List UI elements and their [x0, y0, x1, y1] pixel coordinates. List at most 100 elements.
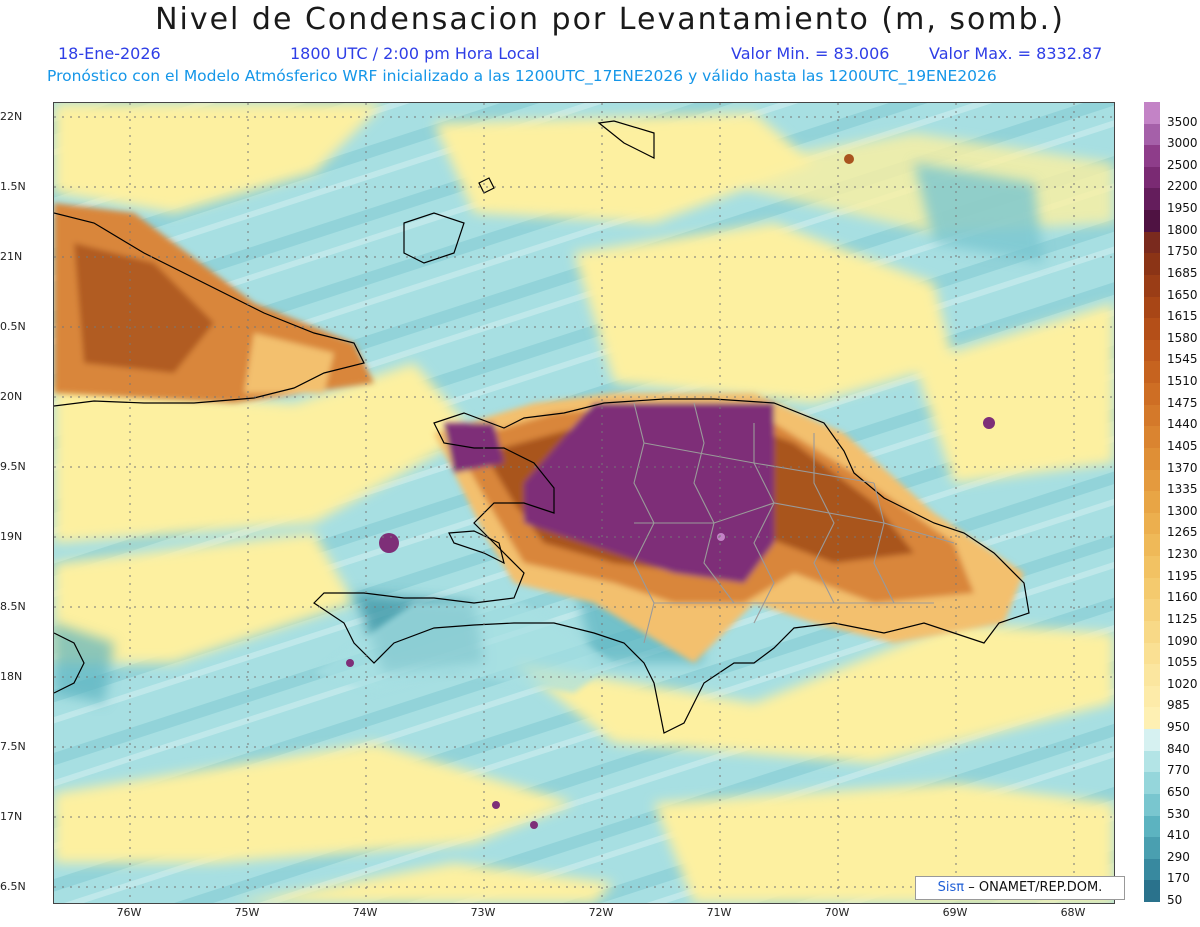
colorbar-label: 50 [1167, 893, 1183, 907]
colorbar-label: 1020 [1167, 676, 1198, 691]
colorbar-segment [1144, 534, 1160, 557]
max-value-label: Valor Max. = 8332.87 [929, 44, 1103, 63]
lon-label: 70W [824, 906, 850, 919]
colorbar-segment [1144, 599, 1160, 622]
min-value-label: Valor Min. = 83.006 [731, 44, 890, 63]
colorbar-segment [1144, 469, 1160, 492]
colorbar-label: 2500 [1167, 157, 1198, 172]
spot [346, 659, 354, 667]
graticule [54, 103, 1114, 903]
colorbar-label: 410 [1167, 828, 1190, 843]
colorbar-segment [1144, 880, 1160, 903]
colorbar-segment [1144, 426, 1160, 449]
colorbar-segment [1144, 512, 1160, 535]
colorbar-segment [1144, 210, 1160, 233]
colorbar-segment [1144, 231, 1160, 254]
spot [492, 801, 500, 809]
colorbar-segment [1144, 772, 1160, 795]
hispaniola-field [314, 393, 1024, 693]
colorbar-segment [1144, 123, 1160, 146]
colorbar-label: 1055 [1167, 655, 1198, 670]
lat-label: 18N [0, 670, 23, 683]
lon-label: 74W [352, 906, 378, 919]
colorbar-segment [1144, 166, 1160, 189]
lat-label: 19N [0, 530, 23, 543]
colorbar-label: 1265 [1167, 525, 1198, 540]
map-title: Nivel de Condensacion por Levantamiento … [155, 2, 1065, 37]
colorbar-label: 1440 [1167, 417, 1198, 432]
colorbar-label: 1950 [1167, 201, 1198, 216]
colorbar-segment [1144, 188, 1160, 211]
colorbar-segment [1144, 793, 1160, 816]
colorbar-segment [1144, 858, 1160, 881]
colorbar-segment [1144, 642, 1160, 665]
lon-label: 75W [234, 906, 260, 919]
lat-label: 20N [0, 390, 23, 403]
spot [379, 533, 399, 553]
cuba-field [54, 203, 374, 403]
colorbar-label: 985 [1167, 698, 1190, 713]
coastlines [54, 120, 1030, 734]
lat-label: 1.5N [0, 180, 26, 193]
colorbar-label: 950 [1167, 720, 1190, 735]
colorbar-segment [1144, 685, 1160, 708]
colorbar-label: 840 [1167, 741, 1190, 756]
colorbar-label: 1580 [1167, 330, 1198, 345]
lat-label: 21N [0, 250, 23, 263]
colorbar-label: 1615 [1167, 309, 1198, 324]
colorbar-segment [1144, 556, 1160, 579]
lon-label: 72W [588, 906, 614, 919]
colorbar-segment [1144, 361, 1160, 384]
colorbar-segment [1144, 750, 1160, 773]
lat-label: 7.5N [0, 740, 26, 753]
province-borders [633, 402, 955, 644]
colorbar-segment [1144, 296, 1160, 319]
colorbar-segment [1144, 145, 1160, 168]
colorbar-label: 2200 [1167, 179, 1198, 194]
colorbar-label: 1160 [1167, 590, 1198, 605]
colorbar-label: 1545 [1167, 352, 1198, 367]
colorbar-segment [1144, 383, 1160, 406]
colorbar-label: 170 [1167, 871, 1190, 886]
time-label: 1800 UTC / 2:00 pm Hora Local [290, 44, 540, 63]
date-label: 18-Ene-2026 [58, 44, 161, 63]
lon-label: 76W [116, 906, 142, 919]
lat-label: 17N [0, 810, 23, 823]
colorbar-segment [1144, 707, 1160, 730]
lon-label: 68W [1060, 906, 1086, 919]
colorbar-segment [1144, 837, 1160, 860]
spot [983, 417, 995, 429]
colorbar-label: 1750 [1167, 244, 1198, 259]
colorbar-label: 1685 [1167, 265, 1198, 280]
colorbar-label: 1230 [1167, 547, 1198, 562]
lon-label: 73W [470, 906, 496, 919]
map-canvas [54, 103, 1114, 903]
colorbar-segment [1144, 447, 1160, 471]
lat-label: 0.5N [0, 320, 26, 333]
colorbar-segment [1144, 339, 1160, 362]
colorbar-label: 1370 [1167, 460, 1198, 475]
spot [530, 821, 538, 829]
credit-text: – ONAMET/REP.DOM. [968, 880, 1103, 895]
colorbar [1144, 102, 1160, 903]
lon-label: 71W [706, 906, 732, 919]
colorbar-label: 530 [1167, 806, 1190, 821]
colorbar-segment [1144, 620, 1160, 644]
colorbar-label: 1800 [1167, 222, 1198, 237]
colorbar-label: 1405 [1167, 438, 1198, 453]
colorbar-label: 1650 [1167, 287, 1198, 302]
colorbar-segment [1144, 274, 1160, 298]
colorbar-segment [1144, 253, 1160, 276]
lon-label: 69W [942, 906, 968, 919]
colorbar-segment [1144, 318, 1160, 341]
colorbar-label: 290 [1167, 849, 1190, 864]
lat-label: 6.5N [0, 880, 26, 893]
colorbar-segment [1144, 664, 1160, 687]
lat-label: 22N [0, 110, 23, 123]
colorbar-label: 1510 [1167, 374, 1198, 389]
forecast-note: Pronóstico con el Modelo Atmósferico WRF… [47, 67, 997, 85]
colorbar-label: 1335 [1167, 482, 1198, 497]
colorbar-label: 650 [1167, 784, 1190, 799]
colorbar-label: 1300 [1167, 503, 1198, 518]
colorbar-label: 3000 [1167, 136, 1198, 151]
